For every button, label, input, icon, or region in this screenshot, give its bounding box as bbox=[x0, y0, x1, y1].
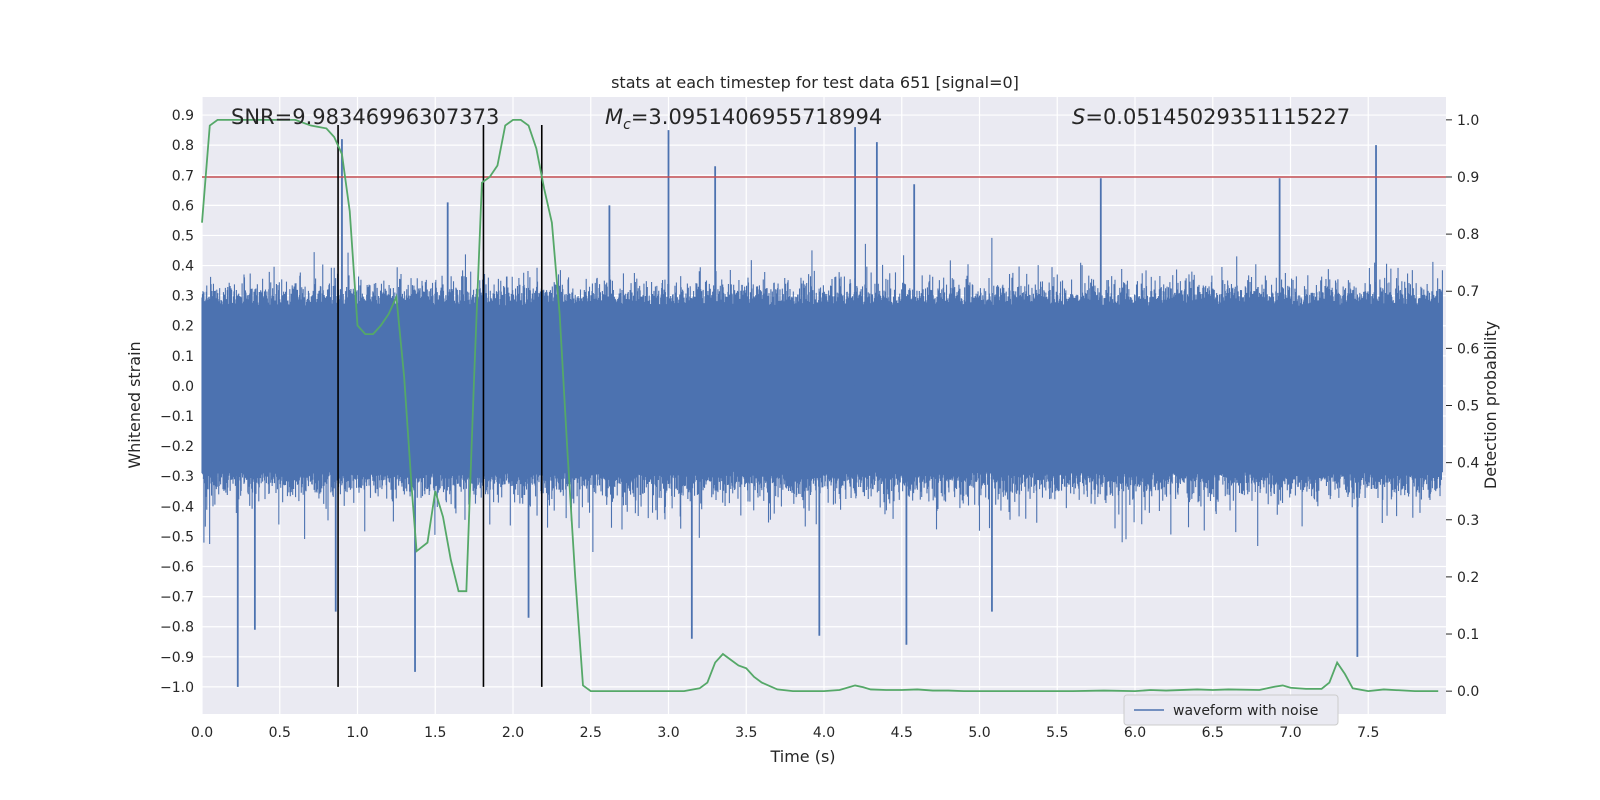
y2-tick-label: 0.3 bbox=[1457, 513, 1479, 529]
y2-tick-label: 0.9 bbox=[1457, 170, 1479, 186]
legend-label: waveform with noise bbox=[1173, 703, 1318, 719]
x-tick-label: 4.5 bbox=[891, 725, 913, 741]
chirp-mass-annotation: Mc=3.0951406955718994 bbox=[605, 105, 882, 133]
x-tick-label: 4.0 bbox=[813, 725, 835, 741]
x-tick-label: 2.0 bbox=[502, 725, 524, 741]
y-tick-label: −0.8 bbox=[160, 620, 194, 636]
y-axis-label: Whitened strain bbox=[125, 341, 144, 468]
y2-axis-ticks: 0.0 0.1 0.2 0.3 0.4 0.5 0.6 0.7 0.8 0.9 1.0 bbox=[1446, 113, 1479, 700]
y-tick-label: 0.4 bbox=[172, 259, 194, 275]
s-annotation: S=0.05145029351115227 bbox=[1072, 105, 1350, 129]
x-tick-label: 0.0 bbox=[191, 725, 213, 741]
x-tick-label: 1.5 bbox=[424, 725, 446, 741]
y-tick-label: 0.2 bbox=[172, 319, 194, 335]
y2-tick-label: 0.7 bbox=[1457, 284, 1479, 300]
y2-tick-label: 1.0 bbox=[1457, 113, 1479, 129]
y-tick-label: 0.9 bbox=[172, 108, 194, 124]
y-tick-label: −0.2 bbox=[160, 439, 194, 455]
y2-tick-label: 0.8 bbox=[1457, 227, 1479, 243]
y-tick-label: 0.0 bbox=[172, 379, 194, 395]
x-tick-label: 0.5 bbox=[269, 725, 291, 741]
detection-probability-line bbox=[201, 118, 1439, 693]
y2-tick-label: 0.5 bbox=[1457, 399, 1479, 415]
waveform-noise-path bbox=[201, 237, 1443, 552]
x-tick-label: 6.0 bbox=[1124, 725, 1146, 741]
y-tick-label: 0.1 bbox=[172, 349, 194, 365]
event-lines bbox=[337, 125, 543, 687]
y2-axis-label: Detection probability bbox=[1481, 321, 1500, 489]
x-axis-ticks: 0.0 0.5 1.0 1.5 2.0 2.5 3.0 3.5 4.0 4.5 5.0 5.5 6.0 6… bbox=[191, 725, 1380, 741]
x-tick-label: 3.5 bbox=[735, 725, 757, 741]
y2-tick-label: 0.6 bbox=[1457, 341, 1479, 357]
s-symbol: S bbox=[1072, 105, 1085, 129]
legend: waveform with noise bbox=[1123, 694, 1339, 726]
y-tick-label: −1.0 bbox=[160, 680, 194, 696]
waveform-series bbox=[201, 127, 1443, 687]
legend-box bbox=[1123, 694, 1339, 726]
x-tick-label: 1.0 bbox=[346, 725, 368, 741]
mc-subscript: c bbox=[623, 117, 631, 133]
mc-value: =3.0951406955718994 bbox=[631, 105, 882, 129]
x-tick-label: 5.0 bbox=[968, 725, 990, 741]
x-tick-label: 5.5 bbox=[1046, 725, 1068, 741]
x-tick-label: 3.0 bbox=[657, 725, 679, 741]
y-tick-label: 0.8 bbox=[172, 138, 194, 154]
x-tick-label: 7.5 bbox=[1357, 725, 1379, 741]
mc-symbol: M bbox=[605, 105, 623, 129]
y2-tick-label: 0.4 bbox=[1457, 456, 1479, 472]
y-tick-label: −0.1 bbox=[160, 409, 194, 425]
y-tick-label: −0.3 bbox=[160, 469, 194, 485]
y-tick-label: 0.5 bbox=[172, 228, 194, 244]
x-tick-label: 2.5 bbox=[580, 725, 602, 741]
x-axis-label: Time (s) bbox=[769, 747, 835, 766]
y-axis-ticks: −1.0 −0.9 −0.8 −0.7 −0.6 −0.5 −0.4 −0.3 −0.2 −0.1… bbox=[160, 108, 194, 696]
s-value: =0.05145029351115227 bbox=[1085, 105, 1350, 129]
y-tick-label: 0.6 bbox=[172, 198, 194, 214]
y-tick-label: 0.7 bbox=[172, 168, 194, 184]
y-tick-label: −0.4 bbox=[160, 499, 194, 515]
y-tick-label: 0.3 bbox=[172, 289, 194, 305]
y2-tick-label: 0.1 bbox=[1457, 627, 1479, 643]
y-tick-label: −0.9 bbox=[160, 650, 194, 666]
y2-tick-label: 0.2 bbox=[1457, 570, 1479, 586]
chart-title: stats at each timestep for test data 651… bbox=[611, 73, 1019, 92]
x-tick-label: 7.0 bbox=[1279, 725, 1301, 741]
x-tick-label: 6.5 bbox=[1202, 725, 1224, 741]
y-tick-label: −0.6 bbox=[160, 560, 194, 576]
y2-tick-label: 0.0 bbox=[1457, 684, 1479, 700]
snr-annotation: SNR=9.98346996307373 bbox=[231, 105, 499, 129]
y-tick-label: −0.7 bbox=[160, 590, 194, 606]
y-tick-label: −0.5 bbox=[160, 529, 194, 545]
